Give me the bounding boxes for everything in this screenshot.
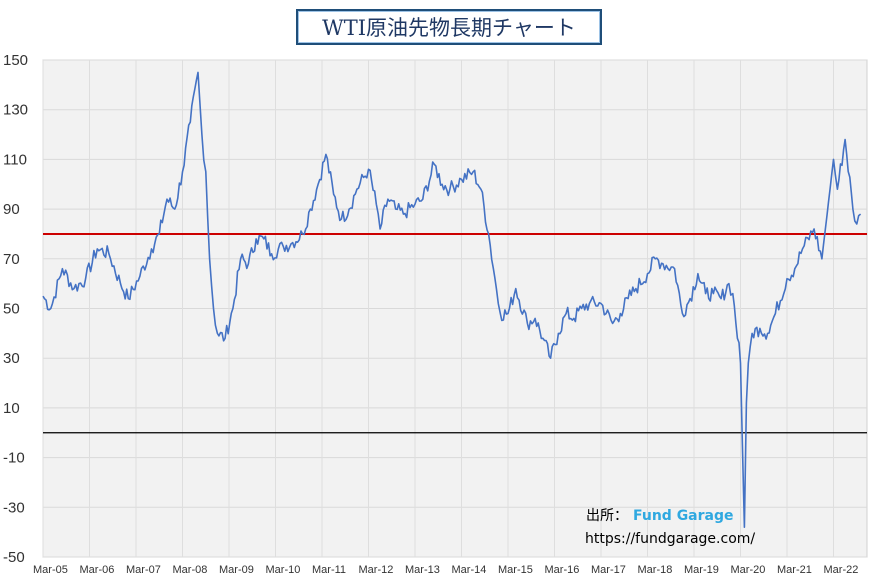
x-tick-label: Mar-15: [498, 564, 533, 576]
y-tick-label: 150: [3, 52, 28, 69]
x-tick-label: Mar-19: [684, 564, 719, 576]
x-tick-label: Mar-12: [359, 564, 394, 576]
y-tick-label: 50: [3, 301, 20, 318]
x-tick-label: Mar-06: [80, 564, 115, 576]
y-axis-ticks: 150 130 110 90 70 50 30 10 -10 -30 -50: [3, 52, 28, 566]
x-tick-label: Mar-18: [638, 564, 673, 576]
y-tick-label: 90: [3, 201, 20, 218]
x-tick-label: Mar-05: [33, 564, 68, 576]
x-tick-label: Mar-08: [173, 564, 208, 576]
x-tick-label: Mar-10: [266, 564, 301, 576]
x-tick-label: Mar-09: [219, 564, 254, 576]
source-brand: Fund Garage: [633, 508, 734, 524]
x-tick-label: Mar-17: [591, 564, 626, 576]
wti-price-line: [42, 71, 862, 529]
y-tick-label: -50: [3, 549, 25, 566]
x-tick-label: Mar-13: [405, 564, 440, 576]
y-tick-label: 70: [3, 251, 20, 268]
reference-lines: [43, 232, 867, 434]
series-group: [42, 71, 862, 529]
y-tick-label: -30: [3, 499, 25, 516]
x-tick-label: Mar-14: [452, 564, 487, 576]
y-tick-label: -10: [3, 450, 25, 467]
x-tick-label: Mar-16: [545, 564, 580, 576]
y-tick-label: 10: [3, 400, 20, 417]
chart-title: WTI原油先物長期チャート: [296, 9, 602, 45]
x-axis-ticks: Mar-05 Mar-06 Mar-07 Mar-08 Mar-09 Mar-10 Mar-…: [33, 564, 858, 576]
x-tick-label: Mar-22: [824, 564, 859, 576]
x-tick-label: Mar-07: [126, 564, 161, 576]
x-tick-label: Mar-20: [731, 564, 766, 576]
source-url: https://fundgarage.com/: [585, 531, 755, 547]
y-tick-label: 30: [3, 350, 20, 367]
source-label: 出所：: [586, 508, 628, 524]
x-tick-label: Mar-21: [777, 564, 812, 576]
source-annotation: 出所： Fund Garage https://fundgarage.com/: [585, 508, 755, 547]
y-tick-label: 130: [3, 102, 28, 119]
grid-lines: [42, 59, 867, 558]
x-tick-label: Mar-11: [312, 564, 346, 576]
y-tick-label: 110: [3, 151, 27, 168]
